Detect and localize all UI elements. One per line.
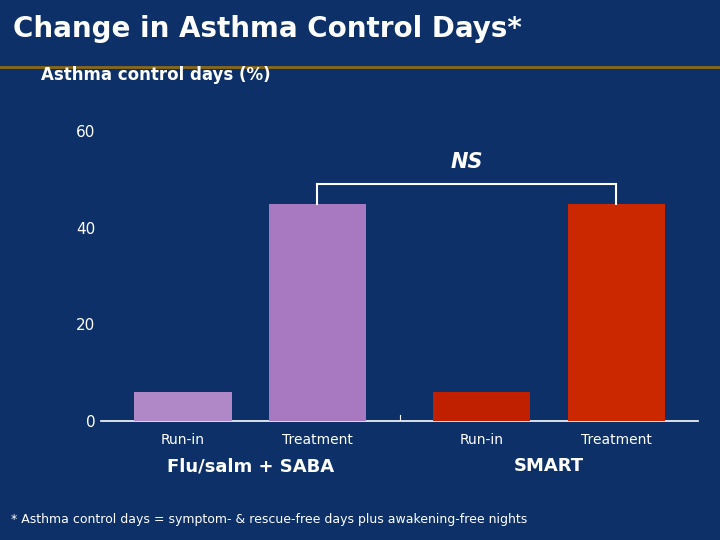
Text: Change in Asthma Control Days*: Change in Asthma Control Days* xyxy=(13,16,522,44)
Bar xyxy=(433,392,531,421)
Text: Run-in: Run-in xyxy=(161,433,205,447)
Bar xyxy=(567,204,665,421)
Text: * Asthma control days = symptom- & rescue-free days plus awakening-free nights: * Asthma control days = symptom- & rescu… xyxy=(11,514,527,526)
Bar xyxy=(269,204,366,421)
Text: Flu/salm + SABA: Flu/salm + SABA xyxy=(166,457,334,475)
Bar xyxy=(135,392,232,421)
Text: Asthma control days (%): Asthma control days (%) xyxy=(41,66,271,84)
Text: Treatment: Treatment xyxy=(581,433,652,447)
Text: Run-in: Run-in xyxy=(460,433,504,447)
Text: NS: NS xyxy=(451,152,483,172)
Text: Treatment: Treatment xyxy=(282,433,353,447)
Text: SMART: SMART xyxy=(514,457,584,475)
